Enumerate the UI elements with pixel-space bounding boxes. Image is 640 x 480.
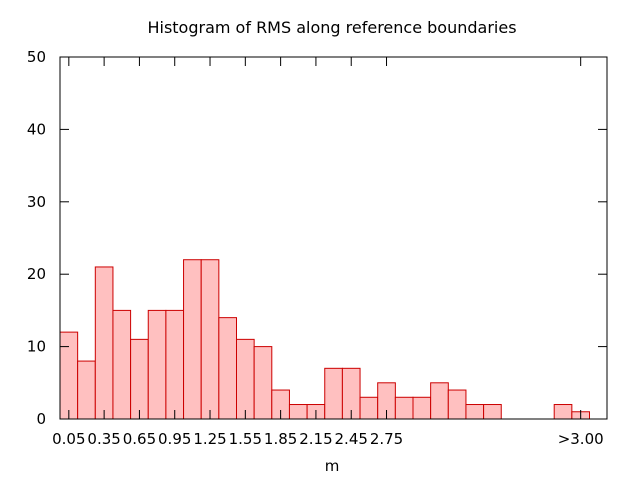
y-tick-label: 0 [36, 410, 46, 428]
histogram-bar [183, 259, 202, 420]
x-tick-label: 1.55 [229, 430, 262, 448]
x-tick-label: 0.05 [52, 430, 85, 448]
histogram-bar [218, 317, 238, 420]
y-tick-label: 50 [27, 48, 46, 66]
x-tick-label: 0.95 [158, 430, 191, 448]
histogram-bar [553, 404, 573, 420]
histogram-bar [324, 367, 343, 420]
x-tick-label: 0.65 [123, 430, 156, 448]
histogram-bar [447, 389, 467, 420]
plot-frame [59, 56, 608, 420]
x-tick-label: 2.15 [299, 430, 332, 448]
x-tick-label: 0.35 [87, 430, 120, 448]
x-tick-label: >3.00 [558, 430, 604, 448]
x-axis-label: m [325, 457, 340, 475]
histogram-bar [465, 404, 485, 420]
x-tick-label: 1.85 [264, 430, 297, 448]
histogram-bar [147, 309, 167, 420]
histogram-bar [483, 404, 502, 420]
y-tick-label: 20 [27, 265, 46, 283]
histogram-bar [77, 360, 96, 420]
histogram-bar [59, 331, 79, 420]
histogram-bar [94, 266, 114, 420]
x-tick-label: 2.75 [370, 430, 403, 448]
x-tick-label: 1.25 [193, 430, 226, 448]
histogram-bar [200, 259, 220, 420]
y-tick-label: 10 [27, 338, 46, 356]
histogram-bar [412, 396, 432, 420]
y-tick-label: 30 [27, 193, 46, 211]
histogram-bar [112, 309, 132, 420]
chart-title: Histogram of RMS along reference boundar… [147, 18, 516, 37]
histogram-bar [394, 396, 414, 420]
histogram-bar [430, 382, 449, 420]
bars-layer [59, 259, 590, 420]
histogram-bar [165, 309, 185, 420]
y-tick-label: 40 [27, 120, 46, 138]
histogram-bar [359, 396, 379, 420]
histogram-bar [236, 338, 255, 420]
x-tick-label: 2.45 [335, 430, 368, 448]
histogram-bar [253, 346, 273, 420]
histogram-bar [288, 404, 308, 420]
histogram-bar [130, 338, 149, 420]
